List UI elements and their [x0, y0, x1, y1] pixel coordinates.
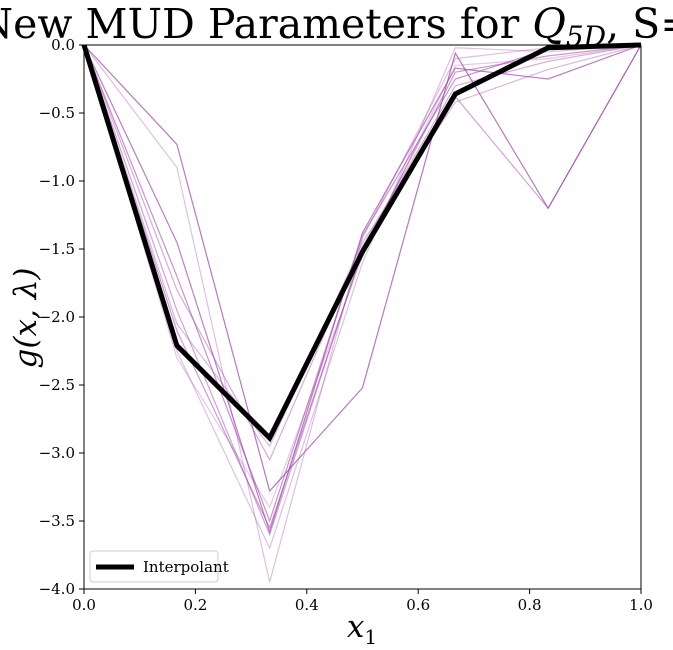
- mud-series-line-2: [83, 44, 642, 534]
- y-tick-label: −4.0: [39, 580, 75, 598]
- plot-area: [83, 44, 642, 590]
- legend-box: [89, 550, 219, 583]
- mud-series-line-5: [83, 44, 642, 462]
- x-tick-label: 0.6: [406, 596, 430, 614]
- y-tick-label: −2.0: [39, 308, 75, 326]
- x-tick-label: 0.2: [183, 596, 207, 614]
- mud-series-line-6: [83, 44, 642, 550]
- x-tick-label: 0.8: [518, 596, 542, 614]
- interpolant-layer: [81, 42, 642, 443]
- y-tick-label: −0.5: [39, 104, 75, 122]
- legend: Interpolant: [89, 550, 229, 583]
- y-tick-label: −1.5: [39, 240, 75, 258]
- y-tick-label: 0.0: [51, 36, 75, 54]
- y-axis-label: g(x, λ): [8, 268, 44, 369]
- title-suffix: , S=20: [606, 0, 673, 48]
- x-tick-label: 1.0: [629, 596, 653, 614]
- y-tick-label: −1.0: [39, 172, 75, 190]
- x-tick-label: 0.4: [295, 596, 319, 614]
- axis-ticks: 0.0 0.2 0.4 0.6 0.8 1.0 0.0 −0.5 −1.0 −1.5 −2.0 −2.…: [39, 36, 653, 614]
- mud-series-line-7: [83, 44, 642, 448]
- y-tick-label: −3.5: [39, 512, 75, 530]
- title-q: Q: [532, 0, 566, 48]
- y-tick-label: −2.5: [39, 376, 75, 394]
- chart-title: New MUD Parameters for Q5D, S=20: [0, 0, 673, 53]
- y-tick-label: −3.0: [39, 444, 75, 462]
- title-prefix: New MUD Parameters for: [0, 0, 532, 48]
- x-tick-label: 0.0: [72, 596, 96, 614]
- legend-interpolant-label: Interpolant: [143, 558, 229, 576]
- x-axis-label: x1: [347, 609, 377, 649]
- interpolant-line: [81, 42, 642, 443]
